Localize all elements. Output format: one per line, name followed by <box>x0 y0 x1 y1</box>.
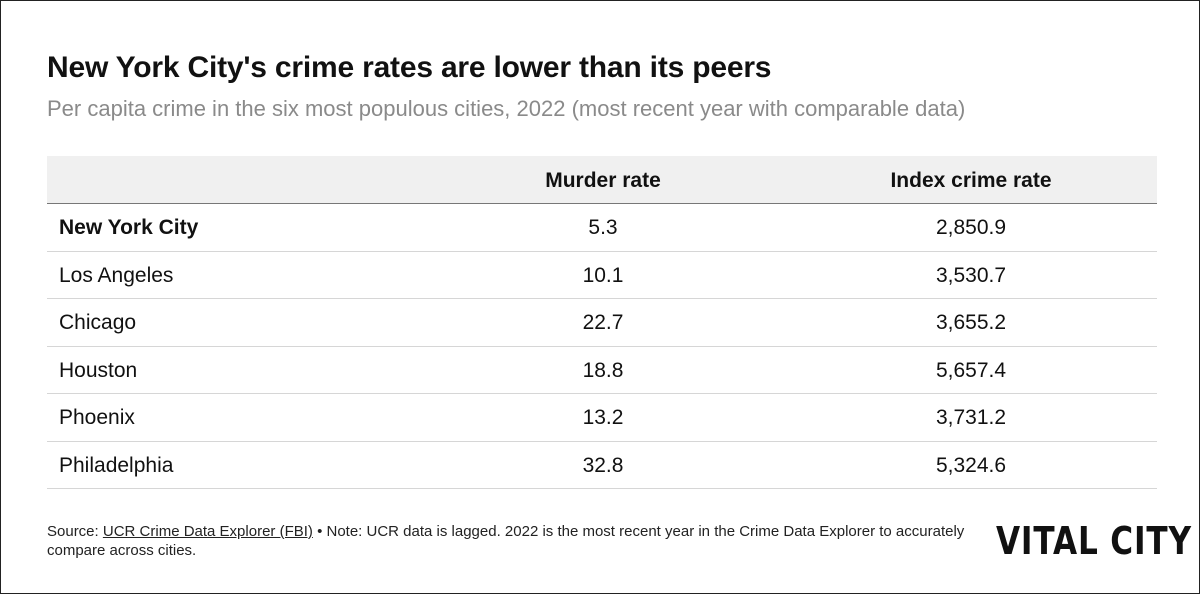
table-row: New York City 5.3 2,850.9 <box>47 204 1157 252</box>
source-prefix: Source: <box>47 523 103 540</box>
footer-note: • Note: UCR data is lagged. 2022 is the … <box>47 523 965 559</box>
cell-index-crime-rate: 2,850.9 <box>935 216 1007 239</box>
source-link[interactable]: UCR Crime Data Explorer (FBI) <box>102 523 313 540</box>
cell-city: New York City <box>59 216 199 239</box>
cell-murder-rate: 10.1 <box>582 263 624 287</box>
table-row: Chicago 22.7 3,655.2 <box>47 299 1157 347</box>
column-header-city <box>59 156 419 203</box>
column-header-murder-rate: Murder rate <box>545 169 661 192</box>
source-note: Source: UCR Crime Data Explorer (FBI) • … <box>47 522 992 560</box>
vital-city-logo: VITAL CITY <box>996 519 1192 563</box>
cell-city: Los Angeles <box>59 263 174 287</box>
table-row: Houston 18.8 5,657.4 <box>47 347 1157 394</box>
crime-rate-table: Murder rate Index crime rate New York Ci… <box>47 156 1157 489</box>
cell-murder-rate: 22.7 <box>582 311 624 334</box>
table-header: Murder rate Index crime rate <box>47 156 1157 204</box>
cell-murder-rate: 13.2 <box>582 406 624 429</box>
table-row: Los Angeles 10.1 3,530.7 <box>47 252 1157 299</box>
cell-murder-rate: 18.8 <box>582 358 624 382</box>
cell-city: Chicago <box>59 311 137 334</box>
cell-murder-rate: 5.3 <box>588 216 618 239</box>
cell-index-crime-rate: 3,731.2 <box>935 406 1007 429</box>
cell-murder-rate: 32.8 <box>582 453 624 477</box>
table-row: Philadelphia 32.8 5,324.6 <box>47 442 1157 489</box>
cell-index-crime-rate: 5,657.4 <box>935 358 1007 382</box>
cell-index-crime-rate: 5,324.6 <box>935 453 1007 477</box>
cell-city: Philadelphia <box>59 453 174 477</box>
column-header-index-crime-rate: Index crime rate <box>890 169 1052 192</box>
table-row: Phoenix 13.2 3,731.2 <box>47 394 1157 442</box>
chart-subtitle: Per capita crime in the six most populou… <box>47 96 966 121</box>
table-body: New York City 5.3 2,850.9 Los Angeles 10.1 3,… <box>47 204 1157 489</box>
cell-index-crime-rate: 3,655.2 <box>935 311 1007 334</box>
cell-city: Houston <box>59 358 138 382</box>
chart-title: New York City's crime rates are lower th… <box>47 51 772 84</box>
cell-city: Phoenix <box>59 406 135 429</box>
cell-index-crime-rate: 3,530.7 <box>935 263 1007 287</box>
